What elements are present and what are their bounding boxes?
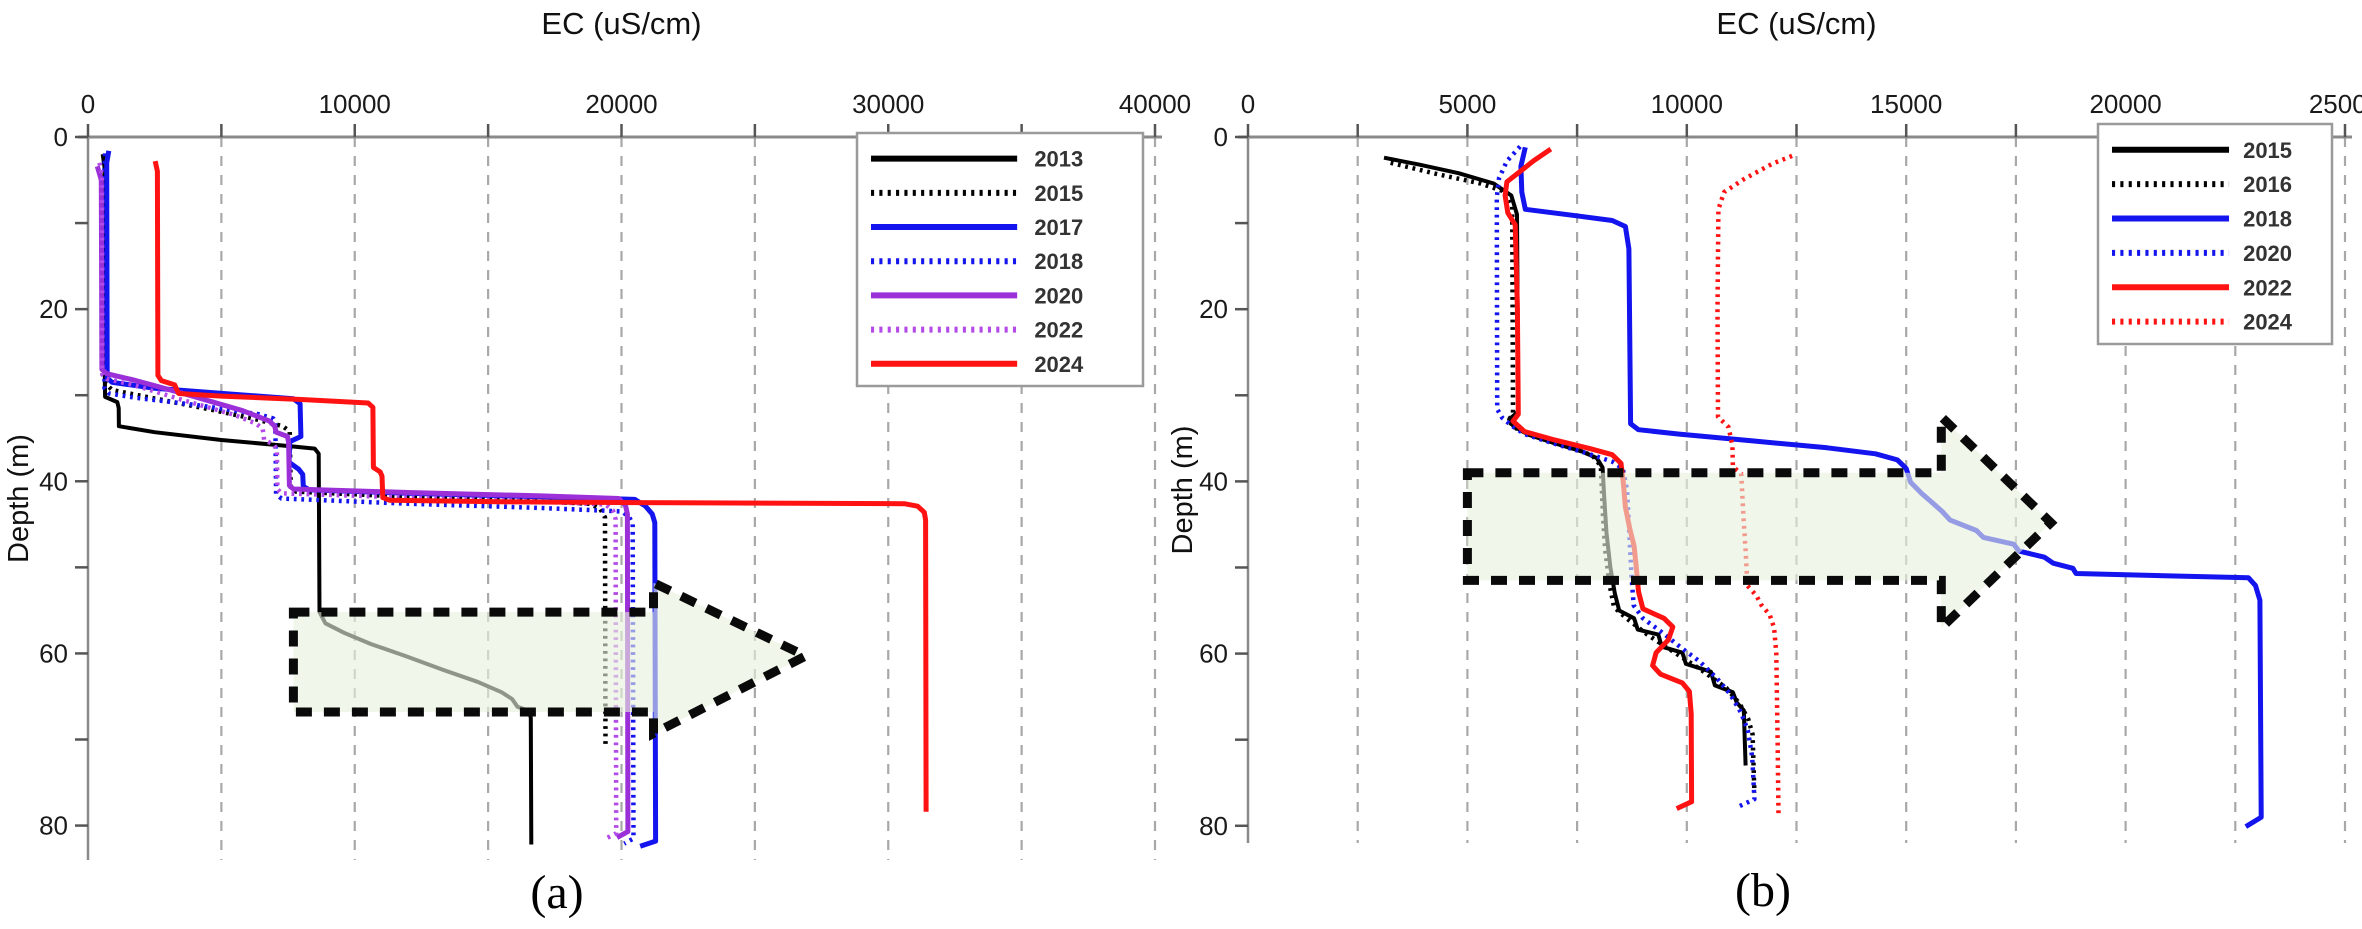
trend-arrow-annotation: [288, 575, 816, 741]
trend-arrow-annotation: [1462, 406, 2058, 639]
legend: 2015 2016 2018 2020 2022 2024: [2096, 122, 2334, 346]
x-tick-label: 20000: [585, 89, 657, 119]
y-axis: 0 20 40 60 80: [1199, 122, 1248, 841]
y-axis-title: Depth (m): [1167, 426, 1199, 555]
legend-label-2013: 2013: [1034, 147, 1083, 172]
x-tick-label: 20000: [2089, 89, 2161, 119]
y-tick-label: 20: [1199, 294, 1228, 324]
legend-label-2024: 2024: [2243, 310, 2293, 335]
legend-label-2016: 2016: [2243, 172, 2292, 197]
x-tick-label: 10000: [1651, 89, 1723, 119]
y-axis: 0 20 40 60 80: [39, 122, 88, 841]
x-tick-label: 0: [81, 89, 95, 119]
y-tick-label: 40: [1199, 466, 1228, 496]
x-tick-label: 0: [1241, 89, 1255, 119]
y-tick-label: 40: [39, 466, 68, 496]
x-tick-label: 10000: [319, 89, 391, 119]
series-2015-line: [1383, 155, 1748, 766]
legend-label-2015: 2015: [1034, 181, 1083, 206]
y-tick-label: 60: [39, 638, 68, 668]
legend-label-2017: 2017: [1034, 215, 1083, 240]
x-tick-label: 30000: [852, 89, 924, 119]
subplot-label-a: (a): [530, 866, 583, 919]
chart-a: 0 10000 20000 30000 40000 0 20 40 60 80 EC (uS/cm)…: [3, 6, 1191, 919]
series-2015-line: [101, 155, 608, 749]
x-tick-label: 15000: [1870, 89, 1942, 119]
x-tick-label: 5000: [1438, 89, 1496, 119]
y-tick-label: 60: [1199, 639, 1228, 669]
legend-box: [2096, 122, 2334, 346]
y-tick-label: 80: [1199, 811, 1228, 841]
series-2020-line: [1494, 144, 1757, 809]
legend-label-2022: 2022: [2243, 275, 2292, 300]
series-2017-line: [104, 150, 659, 849]
legend-label-2018: 2018: [2243, 207, 2292, 232]
x-axis-title: EC (uS/cm): [541, 6, 701, 41]
legend-label-2018: 2018: [1034, 249, 1083, 274]
legend-box: [855, 131, 1145, 388]
legend-label-2015: 2015: [2243, 138, 2292, 163]
legend-label-2020: 2020: [1034, 283, 1083, 308]
x-axis-title: EC (uS/cm): [1716, 6, 1876, 41]
series-2022-line: [97, 162, 619, 841]
subplot-label-b: (b): [1735, 864, 1791, 917]
legend: 2013 2015 2017 2018 2020 2022 2024: [855, 131, 1145, 388]
series-2024-line: [152, 160, 929, 812]
y-tick-label: 0: [1214, 122, 1228, 152]
x-tick-label: 40000: [1119, 89, 1191, 119]
y-axis-title: Depth (m): [3, 434, 35, 563]
y-tick-label: 20: [39, 294, 68, 324]
y-tick-label: 80: [39, 811, 68, 841]
x-axis: 0 10000 20000 30000 40000: [81, 89, 1191, 137]
legend-label-2022: 2022: [1034, 318, 1083, 343]
y-tick-label: 0: [54, 122, 68, 152]
legend-label-2020: 2020: [2243, 241, 2292, 266]
legend-label-2024: 2024: [1034, 352, 1084, 377]
